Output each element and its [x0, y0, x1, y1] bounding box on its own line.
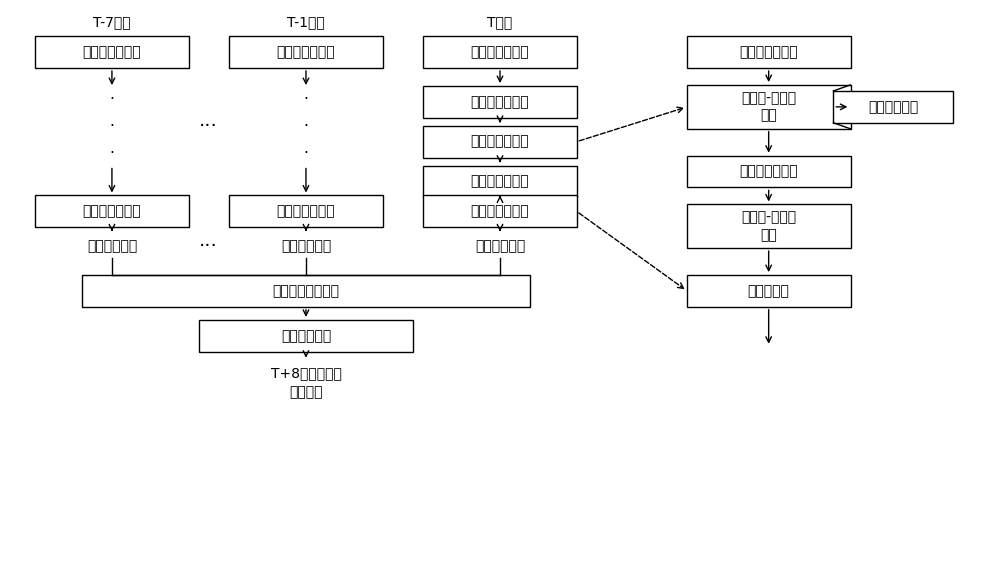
Text: 经纬度注意力: 经纬度注意力 [868, 100, 918, 114]
Text: ·: · [304, 93, 308, 107]
Text: 归一化-激活函
数层: 归一化-激活函 数层 [741, 210, 796, 242]
Text: ·: · [109, 93, 114, 107]
Text: 最大池化层: 最大池化层 [748, 284, 790, 298]
Text: 空间特征提取块: 空间特征提取块 [277, 204, 335, 218]
Text: ···: ··· [199, 237, 218, 256]
Text: 空间特征表示: 空间特征表示 [475, 239, 525, 253]
FancyBboxPatch shape [687, 36, 851, 68]
Text: 归一化-激活函
数层: 归一化-激活函 数层 [741, 91, 796, 122]
FancyBboxPatch shape [833, 91, 953, 123]
Text: 空间特征提取块: 空间特征提取块 [471, 135, 529, 149]
Text: 区域曲面卷积层: 区域曲面卷积层 [739, 164, 798, 178]
FancyBboxPatch shape [423, 195, 577, 227]
Text: 空间特征提取块: 空间特征提取块 [83, 204, 141, 218]
Text: T-7时刻: T-7时刻 [93, 15, 131, 29]
Text: ···: ··· [199, 117, 218, 136]
Text: 扩展因果卷积网络: 扩展因果卷积网络 [272, 284, 339, 298]
Text: ·: · [304, 146, 308, 161]
FancyBboxPatch shape [687, 85, 851, 129]
Text: 空间特征提取块: 空间特征提取块 [471, 174, 529, 188]
FancyBboxPatch shape [82, 275, 530, 307]
Text: 空间特征提取块: 空间特征提取块 [277, 45, 335, 59]
FancyBboxPatch shape [687, 155, 851, 187]
FancyBboxPatch shape [35, 36, 189, 68]
Text: 空间特征提取块: 空间特征提取块 [471, 95, 529, 109]
Text: 空间特征表示: 空间特征表示 [281, 239, 331, 253]
Text: T时刻: T时刻 [487, 15, 513, 29]
FancyBboxPatch shape [423, 126, 577, 158]
FancyBboxPatch shape [423, 36, 577, 68]
FancyBboxPatch shape [423, 86, 577, 118]
Text: T+8时刻气旋强
度预测值: T+8时刻气旋强 度预测值 [271, 366, 341, 399]
FancyBboxPatch shape [229, 195, 383, 227]
Text: 区域曲面卷积层: 区域曲面卷积层 [739, 45, 798, 59]
Text: 广义线性模型: 广义线性模型 [281, 329, 331, 343]
Text: 空间特征提取块: 空间特征提取块 [471, 204, 529, 218]
Text: 空间特征表示: 空间特征表示 [87, 239, 137, 253]
Text: 空间特征提取块: 空间特征提取块 [83, 45, 141, 59]
FancyBboxPatch shape [687, 204, 851, 248]
Text: ·: · [304, 119, 308, 134]
FancyBboxPatch shape [229, 36, 383, 68]
Text: ·: · [109, 119, 114, 134]
FancyBboxPatch shape [423, 165, 577, 197]
Text: ·: · [109, 146, 114, 161]
Text: T-1时刻: T-1时刻 [287, 15, 325, 29]
FancyBboxPatch shape [687, 275, 851, 307]
Text: 空间特征提取块: 空间特征提取块 [471, 45, 529, 59]
FancyBboxPatch shape [35, 195, 189, 227]
FancyBboxPatch shape [199, 320, 413, 352]
